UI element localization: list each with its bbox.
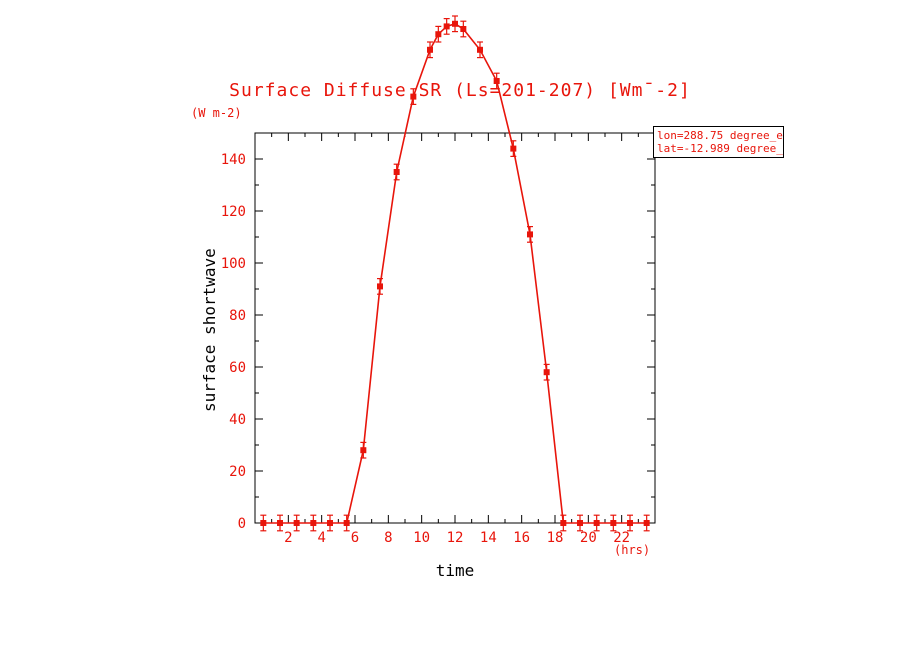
data-marker bbox=[293, 520, 300, 526]
y-tick-label: 120 bbox=[221, 204, 246, 220]
data-marker bbox=[610, 520, 617, 526]
data-marker bbox=[452, 20, 458, 27]
y-tick-label: 60 bbox=[229, 360, 246, 376]
y-tick-label: 140 bbox=[221, 152, 246, 168]
x-tick-label: 18 bbox=[547, 530, 564, 546]
x-tick-label: 10 bbox=[413, 530, 430, 546]
data-marker bbox=[593, 520, 600, 526]
y-axis-title: surface shortwave bbox=[200, 248, 219, 412]
data-marker bbox=[543, 369, 550, 376]
x-axis-units-label: (hrs) bbox=[614, 543, 651, 557]
x-axis-title: time bbox=[435, 561, 475, 580]
x-tick-label: 20 bbox=[580, 530, 597, 546]
y-tick-label: 80 bbox=[229, 308, 246, 324]
axis-frame bbox=[254, 132, 656, 524]
data-marker bbox=[260, 520, 267, 526]
data-marker bbox=[460, 26, 467, 32]
data-marker bbox=[493, 78, 500, 84]
data-marker bbox=[435, 31, 442, 38]
data-marker bbox=[277, 520, 283, 526]
data-marker bbox=[343, 520, 350, 526]
y-tick-label: 0 bbox=[238, 516, 246, 532]
x-tick-label: 14 bbox=[480, 530, 497, 546]
data-marker bbox=[643, 520, 650, 526]
chart-title: Surface Diffuse SR (Ls=201-207) [Wm¯-2] bbox=[229, 80, 691, 101]
data-marker bbox=[360, 447, 367, 454]
legend-lon-text: lon=288.75 degree_e bbox=[657, 129, 783, 142]
y-tick-label: 20 bbox=[229, 464, 246, 480]
y-axis-units-label: (W m-2) bbox=[191, 106, 242, 120]
data-marker bbox=[427, 46, 433, 53]
data-marker bbox=[327, 520, 333, 526]
data-line bbox=[263, 22, 647, 524]
x-tick-label: 16 bbox=[513, 530, 530, 546]
x-tick-label: 2 bbox=[284, 530, 292, 546]
x-tick-label: 4 bbox=[317, 530, 325, 546]
data-marker bbox=[310, 520, 317, 526]
data-marker bbox=[527, 231, 533, 238]
data-marker bbox=[393, 169, 400, 175]
data-marker bbox=[627, 520, 633, 526]
data-marker bbox=[510, 145, 517, 152]
data-marker bbox=[443, 23, 450, 30]
legend-box: lon=288.75 degree_e lat=-12.989 degree_ bbox=[653, 126, 784, 158]
data-marker bbox=[560, 520, 567, 526]
data-marker bbox=[410, 93, 417, 100]
data-marker bbox=[577, 520, 583, 526]
data-marker bbox=[377, 283, 383, 290]
x-tick-label: 22 bbox=[613, 530, 630, 546]
x-tick-label: 8 bbox=[384, 530, 392, 546]
x-tick-label: 6 bbox=[351, 530, 359, 546]
data-marker bbox=[477, 46, 483, 53]
y-tick-label: 100 bbox=[221, 256, 246, 272]
x-tick-label: 12 bbox=[447, 530, 464, 546]
y-tick-label: 40 bbox=[229, 412, 246, 428]
legend-lat-text: lat=-12.989 degree_ bbox=[657, 142, 783, 155]
